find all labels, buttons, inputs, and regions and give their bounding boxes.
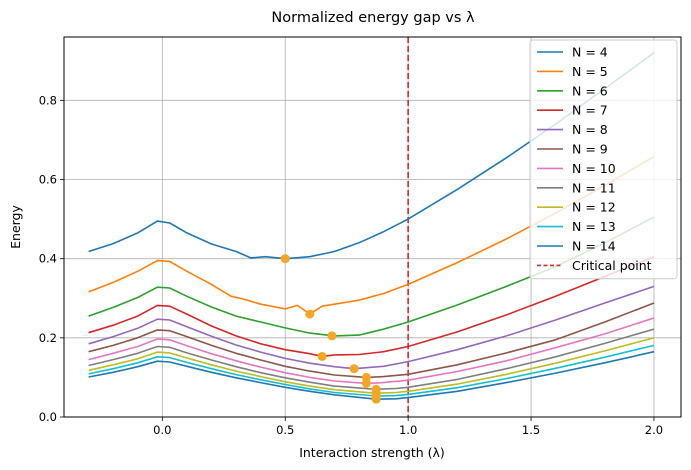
minima-markers — [280, 254, 381, 404]
series-line — [88, 302, 655, 379]
legend-entry: N = 6 — [572, 83, 608, 98]
x-tick-label: 0.5 — [276, 423, 294, 437]
y-tick-label: 0.4 — [39, 252, 57, 266]
minimum-point — [349, 364, 359, 374]
chart-title: Normalized energy gap vs λ — [271, 10, 475, 26]
minimum-point — [280, 254, 290, 264]
x-tick-label: 2.0 — [645, 423, 663, 437]
axes: 0.0 0.5 1.0 1.5 2.0 0.0 0.2 0.4 0.6 0.8 — [39, 93, 663, 437]
series-line — [88, 350, 655, 400]
legend-entry: N = 9 — [572, 142, 608, 157]
minimum-point — [371, 394, 381, 404]
legend-entry: N = 11 — [572, 180, 616, 195]
legend-entry: N = 14 — [572, 239, 616, 254]
series-layer — [88, 52, 655, 400]
legend-entry: N = 5 — [572, 64, 608, 79]
series-line — [88, 216, 655, 337]
series-line — [88, 255, 655, 358]
x-tick-label: 0.0 — [153, 423, 171, 437]
legend-entry: N = 4 — [572, 45, 608, 60]
series-line — [88, 285, 655, 370]
series-line — [88, 328, 655, 391]
x-axis-label: Interaction strength (λ) — [299, 445, 445, 460]
minimum-point — [305, 309, 315, 319]
legend-entry: N = 13 — [572, 219, 616, 234]
series-line — [88, 337, 655, 395]
x-tick-label: 1.0 — [399, 423, 417, 437]
series-line — [88, 155, 655, 315]
plot-area-frame — [63, 36, 682, 418]
minimum-point — [327, 331, 337, 341]
legend-entry: N = 12 — [572, 200, 616, 215]
legend: N = 4 N = 5 N = 6 N = 7 N = 8 N = 9 N = 10 N = … — [529, 39, 678, 280]
x-tick-label: 1.5 — [522, 423, 540, 437]
legend-entry: N = 10 — [572, 161, 616, 176]
legend-entry: N = 8 — [572, 122, 608, 137]
legend-box — [529, 39, 678, 280]
series-line — [88, 317, 655, 385]
minimum-point — [361, 378, 371, 388]
minimum-point — [317, 351, 327, 361]
y-tick-label: 0.6 — [39, 173, 57, 187]
series-line — [88, 344, 655, 397]
y-axis-label: Energy — [8, 205, 23, 249]
y-tick-label: 0.8 — [39, 93, 57, 107]
y-tick-label: 0.2 — [39, 331, 57, 345]
legend-entry: Critical point — [572, 258, 652, 273]
legend-entry: N = 7 — [572, 103, 608, 118]
y-tick-label: 0.0 — [39, 410, 57, 424]
